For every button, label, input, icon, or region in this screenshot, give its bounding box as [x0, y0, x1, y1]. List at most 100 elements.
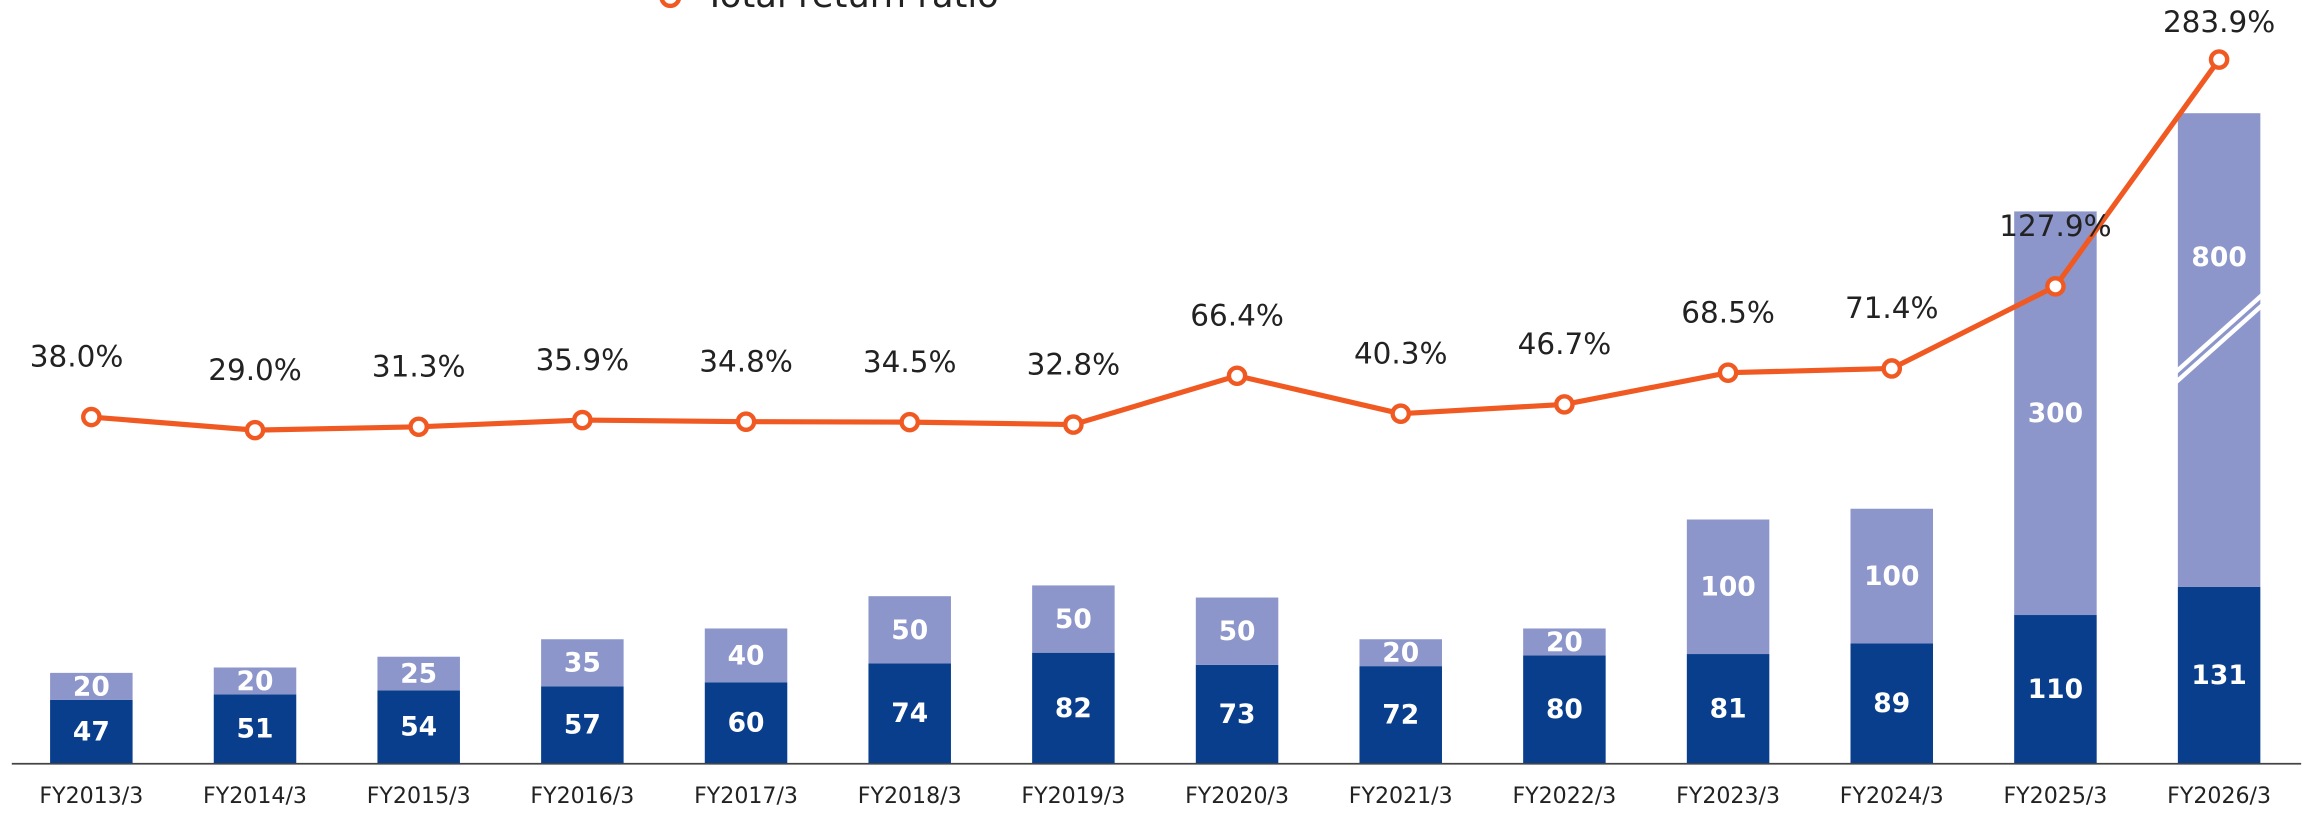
- bar-segment: [1523, 628, 1606, 656]
- point-label: 31.3%: [372, 349, 466, 383]
- point-label: 40.3%: [1354, 336, 1448, 370]
- line-point: [1226, 365, 1248, 387]
- x-tick-label: FY2026/3: [2167, 784, 2271, 809]
- point-label: 34.8%: [699, 344, 793, 378]
- line-point: [1063, 414, 1084, 435]
- point-label: 127.9%: [1999, 209, 2111, 243]
- bar-segment: [704, 628, 788, 683]
- bar-segment: [2014, 615, 2097, 764]
- line-point: [1717, 362, 1739, 383]
- bar-label: 20: [1546, 627, 1583, 658]
- bar-segment: [377, 656, 460, 691]
- axis-break: [2164, 289, 2280, 393]
- line-point: [735, 411, 757, 432]
- bar-label: 100: [1864, 561, 1919, 592]
- x-tick-label: FY2022/3: [1512, 784, 1616, 809]
- bar-segment: [1686, 654, 1770, 764]
- line-point: [2045, 276, 2066, 297]
- bar-label: 82: [1055, 693, 1092, 724]
- bar-label: 35: [564, 648, 601, 679]
- bar-segment: [1359, 639, 1442, 667]
- x-tick-label: FY2025/3: [2003, 784, 2107, 809]
- bar-segment: [1195, 597, 1279, 665]
- line-point: [899, 411, 921, 433]
- x-tick-label: FY2014/3: [203, 784, 307, 809]
- bar-label: 51: [237, 714, 274, 745]
- point-label: 283.9%: [2163, 5, 2275, 39]
- line-point: [572, 409, 593, 431]
- bar-segment: [1850, 643, 1934, 764]
- point-label: 46.7%: [1518, 327, 1612, 361]
- x-tick-label: FY2015/3: [367, 784, 471, 809]
- bar-segment: [1032, 652, 1115, 764]
- x-tick-label: FY2021/3: [1349, 784, 1453, 809]
- bar-segment: [1359, 666, 1442, 764]
- point-label: 32.8%: [1027, 347, 1121, 381]
- bar-segment: [50, 672, 133, 700]
- point-label: 34.5%: [863, 345, 957, 379]
- legend-marker: [659, 0, 681, 9]
- bar-segment: [377, 690, 460, 764]
- axis-break: [2164, 279, 2280, 383]
- bar-segment: [213, 667, 297, 695]
- point-label: 68.5%: [1681, 295, 1775, 329]
- bar-segment: [1523, 655, 1606, 764]
- x-tick-label: FY2013/3: [39, 784, 143, 809]
- bar-label: 81: [1710, 694, 1747, 725]
- line-point: [1554, 394, 1575, 415]
- bar-label: 50: [891, 615, 928, 646]
- line-point: [244, 419, 266, 441]
- line-point: [81, 406, 102, 428]
- bar-label: 50: [1219, 616, 1256, 647]
- bar-segment: [704, 682, 788, 764]
- bar-label: 89: [1873, 688, 1910, 719]
- bar-label: 74: [891, 698, 928, 729]
- bar-segment: [2177, 113, 2261, 587]
- bar-segment: [868, 663, 951, 764]
- bar-label: 300: [2028, 398, 2083, 429]
- point-label: 71.4%: [1845, 291, 1939, 325]
- bar-segment: [2177, 586, 2261, 764]
- bar-label: 80: [1546, 694, 1583, 725]
- point-label: 66.4%: [1190, 298, 1284, 332]
- line-point: [1881, 358, 1903, 379]
- bar-segment: [1686, 519, 1770, 655]
- bar-label: 131: [2191, 660, 2246, 691]
- bar-label: 57: [564, 710, 601, 741]
- x-tick-label: FY2020/3: [1185, 784, 1289, 809]
- bar-segment: [541, 639, 624, 687]
- bar-label: 60: [728, 708, 765, 739]
- bar-segment: [1850, 508, 1934, 644]
- line-point: [408, 416, 430, 438]
- bar-label: 72: [1382, 700, 1419, 731]
- point-label: 35.9%: [536, 343, 630, 377]
- line-point: [1390, 403, 1412, 424]
- bar-segment: [1195, 664, 1279, 764]
- bar-segment: [541, 686, 624, 764]
- bar-label: 73: [1219, 699, 1256, 730]
- x-tick-label: FY2019/3: [1021, 784, 1125, 809]
- bar-label: 110: [2028, 674, 2083, 705]
- bar-label: 54: [400, 712, 437, 743]
- point-label: 29.0%: [208, 353, 302, 387]
- bar-label: 20: [73, 671, 110, 702]
- bar-segment: [50, 699, 133, 764]
- point-label: 38.0%: [30, 340, 124, 374]
- x-tick-label: FY2024/3: [1840, 784, 1944, 809]
- bar-label: 100: [1700, 572, 1755, 603]
- legend-label: Total return ratio: [703, 0, 999, 16]
- bar-label: 20: [237, 666, 274, 697]
- x-tick-label: FY2018/3: [858, 784, 962, 809]
- bar-segment: [213, 694, 297, 764]
- bar-label: 47: [73, 716, 110, 747]
- line-point: [2208, 49, 2230, 70]
- bar-label: 20: [1382, 638, 1419, 669]
- x-tick-label: FY2023/3: [1676, 784, 1780, 809]
- x-tick-label: FY2016/3: [530, 784, 634, 809]
- bar-label: 25: [400, 659, 437, 690]
- bar-segment: [868, 596, 951, 664]
- bar-label: 800: [2191, 242, 2246, 273]
- line: [91, 58, 2222, 433]
- bar-label: 40: [728, 640, 765, 671]
